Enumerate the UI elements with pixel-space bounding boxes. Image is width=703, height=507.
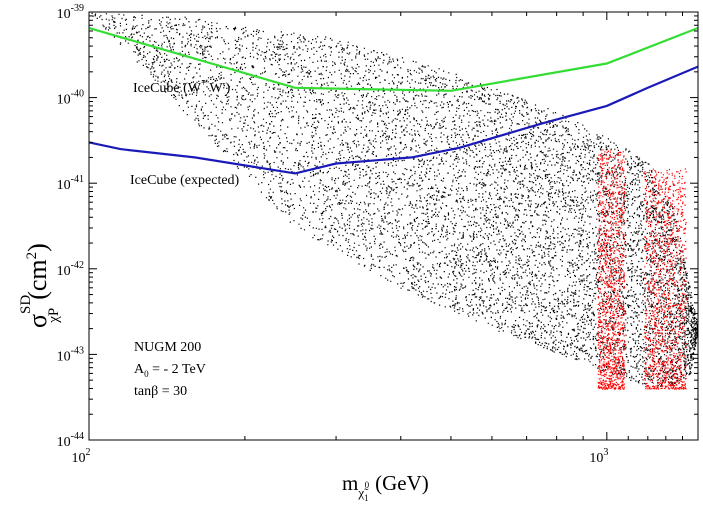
- axis-ticks: [88, 11, 699, 441]
- scatter-series-all-models: [91, 12, 698, 387]
- y-tick-label: 10-43: [57, 345, 84, 364]
- x-tick-label: 102: [72, 447, 91, 466]
- scatter-points-path: [91, 12, 698, 387]
- icecube-ww-line: [89, 26, 698, 92]
- y-axis-label: σSDχP(cm2): [18, 243, 62, 328]
- limit-curves: [89, 26, 698, 175]
- y-tick-label: 10-42: [57, 260, 84, 279]
- icecube-expected-label: IceCube (expected): [130, 173, 240, 188]
- scatter-points-path: [597, 149, 687, 390]
- icecube-expected-line: [89, 65, 698, 175]
- scatter-points: [91, 12, 698, 390]
- svg-text:σSDχP(cm2): σSDχP(cm2): [18, 243, 62, 328]
- axis-tick-labels: 10-44 10-43 10-42 10-41 10-40 10-39 102 103: [57, 3, 609, 466]
- tanbeta-label: tanβ = 30: [134, 384, 187, 399]
- y-tick-label: 10-44: [57, 431, 84, 450]
- y-tick-label: 10-41: [57, 174, 84, 193]
- scatter-series-highlighted-models: [597, 149, 687, 390]
- x-tick-label: 103: [589, 447, 608, 466]
- x-axis-label: mχ̃10 (GeV): [342, 471, 429, 503]
- y-tick-label: 10-40: [57, 89, 84, 108]
- y-tick-label: 10-39: [57, 3, 84, 22]
- plot-frame: [88, 11, 699, 441]
- a0-label: A0 = - 2 TeV: [134, 362, 206, 379]
- model-label: NUGM 200: [134, 340, 201, 355]
- icecube-ww-label: IceCube (W+ W-): [133, 78, 231, 96]
